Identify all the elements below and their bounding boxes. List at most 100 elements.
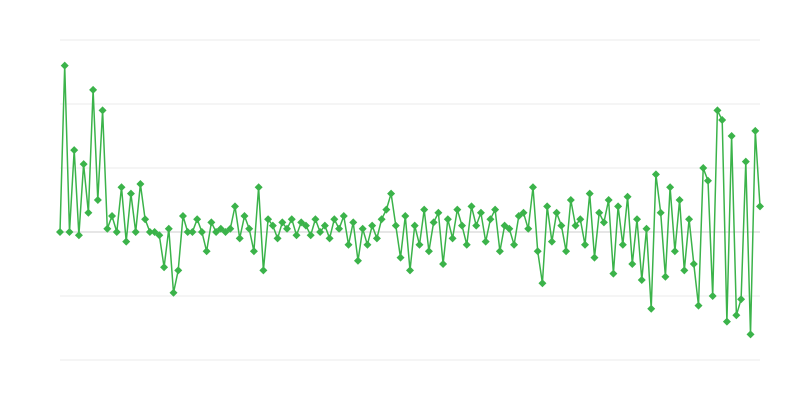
data-point (56, 228, 64, 236)
data-point (174, 266, 183, 275)
data-point (472, 221, 481, 230)
data-point (609, 269, 618, 278)
data-point (320, 221, 329, 230)
data-point (557, 221, 566, 230)
data-point (453, 205, 462, 214)
data-point (325, 234, 334, 243)
data-point (528, 183, 537, 192)
data-point (306, 231, 315, 240)
data-point (301, 221, 310, 230)
data-point (614, 202, 623, 211)
data-point (183, 228, 192, 236)
data-point (751, 126, 760, 135)
gridlines (60, 39, 760, 361)
data-point (344, 240, 353, 249)
data-point (406, 266, 414, 275)
data-point (259, 266, 268, 275)
data-point (193, 215, 202, 224)
data-point (349, 218, 358, 227)
data-point (316, 228, 325, 236)
data-point (467, 202, 476, 211)
data-point (292, 231, 301, 240)
data-point (60, 61, 69, 70)
data-point (675, 196, 684, 204)
data-point (562, 247, 571, 256)
data-point (656, 208, 665, 217)
data-point (689, 260, 698, 268)
data-point (268, 221, 277, 230)
data-point (708, 292, 717, 300)
data-point (353, 256, 362, 265)
data-point (722, 317, 731, 326)
data-point (543, 202, 552, 211)
data-point (368, 221, 377, 230)
data-point (89, 85, 98, 94)
data-point (462, 240, 471, 249)
data-point (108, 212, 117, 220)
data-point (481, 237, 490, 246)
data-point (145, 228, 154, 236)
data-point (363, 240, 372, 249)
data-point (98, 106, 107, 115)
data-point (372, 234, 381, 243)
data-point (235, 234, 244, 243)
data-point (160, 263, 169, 272)
data-point (694, 301, 703, 310)
data-point (424, 247, 433, 256)
data-point (566, 196, 575, 204)
data-point (519, 208, 528, 217)
data-point (552, 208, 561, 217)
data-point (103, 224, 112, 233)
data-point (434, 208, 443, 217)
data-point (391, 221, 400, 230)
data-point (283, 224, 292, 233)
data-point (311, 215, 320, 224)
data-point (727, 132, 736, 140)
data-point (278, 218, 287, 227)
data-point (651, 170, 660, 179)
data-point (713, 106, 722, 115)
data-point (756, 202, 764, 211)
data-point (420, 205, 429, 214)
data-point (188, 228, 197, 236)
data-point (633, 215, 642, 224)
data-point (122, 237, 131, 246)
data-point (661, 272, 670, 281)
data-point (599, 218, 608, 227)
data-point (245, 224, 254, 233)
data-point (476, 208, 485, 217)
data-point (401, 212, 410, 220)
data-point (339, 212, 348, 220)
data-point (703, 176, 712, 185)
data-point (231, 202, 239, 211)
data-point (670, 247, 679, 256)
data-point (486, 215, 495, 224)
data-point (197, 228, 206, 236)
data-point (666, 183, 675, 192)
data-point (164, 224, 173, 233)
data-point (382, 205, 391, 214)
data-point (685, 215, 694, 224)
data-point (131, 228, 140, 236)
data-point (576, 215, 585, 224)
data-point (510, 240, 519, 249)
data-point (178, 212, 187, 220)
data-point (387, 189, 396, 198)
data-point (495, 247, 504, 256)
data-point (240, 212, 249, 220)
data-point (585, 189, 594, 198)
data-point (448, 234, 457, 243)
data-point (249, 247, 258, 256)
data-point (335, 224, 344, 233)
data-point (571, 221, 580, 230)
data-point (112, 228, 121, 236)
data-point (264, 215, 273, 224)
data-point (732, 311, 741, 320)
data-point (699, 164, 708, 172)
data-point (618, 240, 627, 249)
data-point (647, 304, 656, 313)
data-point (491, 205, 500, 214)
data-point (429, 218, 438, 227)
data-point (396, 253, 405, 262)
